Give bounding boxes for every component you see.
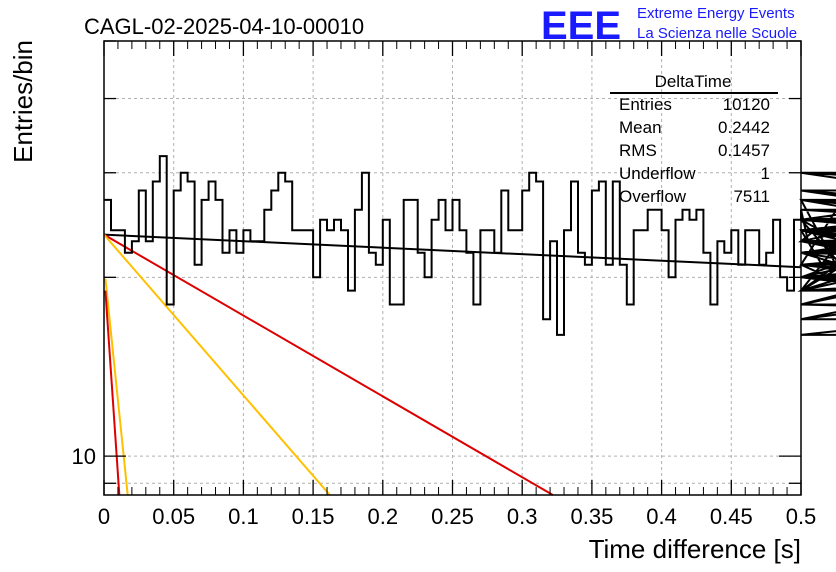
grid: [104, 40, 801, 495]
stats-value: 0.1457: [718, 141, 770, 160]
stats-value: 10120: [723, 95, 770, 114]
y-axis-label: Entries/bin: [8, 40, 38, 163]
stats-row: Overflow 7511: [619, 187, 770, 206]
x-tick-label: 0.25: [431, 504, 474, 529]
x-tick-label: 0.4: [646, 504, 677, 529]
x-tick-label: 0: [98, 504, 110, 529]
x-axis-label: Time difference [s]: [589, 534, 801, 564]
stats-label: RMS: [619, 141, 657, 160]
stats-box: DeltaTime Entries 10120 Mean 0.2442 RMS …: [610, 72, 778, 206]
stats-row: RMS 0.1457: [619, 141, 770, 160]
y-tick-label: 10: [72, 444, 96, 469]
x-tick-labels: 0 0.05 0.1 0.15 0.2 0.25 0.3 0.35 0.4 0.45 0.5: [98, 504, 816, 529]
ticks: [103, 40, 802, 495]
stats-label: Mean: [619, 118, 662, 137]
stats-value: 1: [761, 164, 770, 183]
histogram: [104, 155, 836, 336]
logo-mark: EEE: [541, 4, 621, 48]
stats-value: 0.2442: [718, 118, 770, 137]
fit-line: [104, 290, 121, 496]
chart-title: CAGL-02-2025-04-10-00010: [84, 14, 364, 39]
stats-row: Mean 0.2442: [619, 118, 770, 137]
stats-row: Underflow 1: [619, 164, 770, 183]
x-tick-label: 0.15: [292, 504, 335, 529]
stats-value: 7511: [733, 187, 770, 206]
logo-line1: Extreme Energy Events: [637, 5, 795, 22]
x-tick-label: 0.05: [152, 504, 195, 529]
x-tick-label: 0.45: [710, 504, 753, 529]
stats-label: Underflow: [619, 164, 696, 183]
x-tick-label: 0.3: [507, 504, 538, 529]
x-tick-label: 0.5: [786, 504, 817, 529]
x-tick-label: 0.1: [228, 504, 259, 529]
stats-label: Entries: [619, 95, 672, 114]
fit-line: [104, 278, 129, 496]
y-tick-labels: 10: [72, 444, 96, 469]
fit-line: [103, 233, 331, 496]
fit-line: [103, 233, 554, 496]
x-tick-label: 0.2: [368, 504, 399, 529]
logo-line2: La Scienza nelle Scuole: [637, 25, 797, 42]
stats-title: DeltaTime: [655, 72, 732, 91]
fit-line: [103, 233, 802, 269]
x-tick-label: 0.35: [570, 504, 613, 529]
fit-lines: [103, 233, 802, 496]
stats-row: Entries 10120: [619, 95, 770, 114]
stats-label: Overflow: [619, 187, 687, 206]
eee-logo: EEE Extreme Energy Events La Scienza nel…: [541, 4, 797, 48]
